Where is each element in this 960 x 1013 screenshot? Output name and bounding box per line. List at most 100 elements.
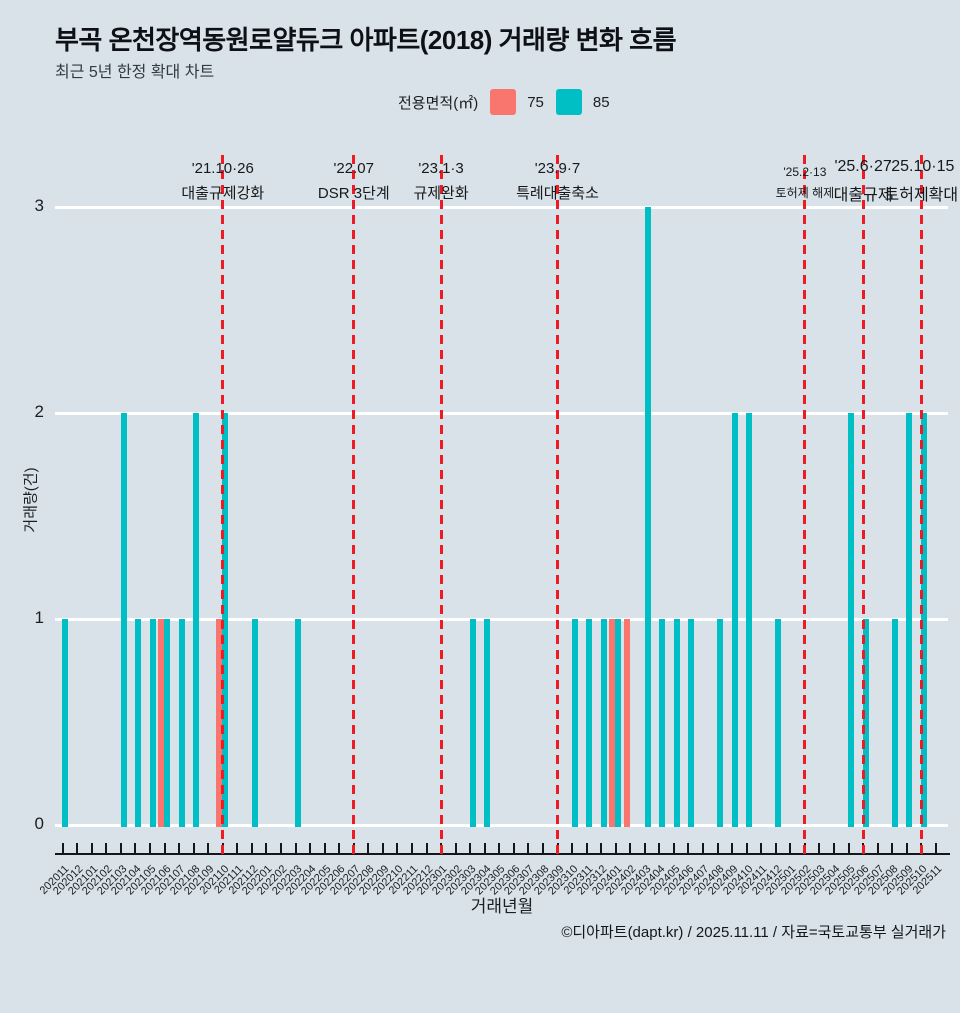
bar-85-202510 (921, 413, 928, 827)
y-tick-label: 3 (34, 196, 44, 215)
event-date: '21.10·26 (191, 160, 254, 177)
event-date: '25.2·13 (783, 165, 827, 179)
x-tick (571, 843, 574, 854)
x-tick (119, 843, 122, 854)
legend-item-75: 75 (490, 89, 544, 115)
bar-85-202405 (673, 619, 680, 827)
bar-85-202203 (295, 619, 302, 827)
event-dashed-line (919, 155, 923, 857)
event-label: 토허제 해제 (775, 186, 835, 200)
legend: 전용면적(㎡) 75 85 (398, 89, 610, 115)
event-dashed-line (556, 155, 559, 857)
bar-85-202509 (906, 413, 913, 827)
bar-chart: 0 1 2 3 202011 202012 202101 202102 202103 202104… (34, 155, 959, 897)
x-tick (265, 843, 268, 854)
x-tick (61, 843, 64, 854)
x-tick (425, 843, 428, 854)
x-tick (207, 843, 210, 854)
event-label: DSR 3단계 (317, 185, 390, 202)
gridline-y3 (55, 205, 948, 209)
x-tick (250, 843, 253, 854)
x-tick (629, 843, 632, 854)
bar-85-202508 (891, 619, 898, 827)
bar-75-202401 (609, 619, 615, 827)
x-tick (745, 843, 748, 854)
x-tick (731, 843, 734, 854)
bar-85-202311 (586, 619, 593, 827)
event-label: 토허제확대 (884, 187, 959, 204)
event-dashed-line (861, 155, 865, 857)
bar-85-202310 (571, 619, 578, 827)
bar-85-202103 (120, 413, 127, 827)
bar-85-202303 (469, 619, 476, 827)
x-tick (643, 843, 646, 854)
x-axis-line (55, 853, 950, 855)
event-date: '22.07 (333, 160, 374, 177)
x-tick (774, 843, 777, 854)
x-tick (454, 843, 457, 854)
x-tick (323, 843, 326, 854)
y-tick-label: 0 (34, 814, 44, 833)
bar-85-202107 (178, 619, 185, 827)
page-subtitle: 최근 5년 한정 확대 차트 (55, 64, 215, 81)
bar-85-202506 (862, 619, 869, 827)
x-tick (338, 843, 341, 854)
legend-title: 전용면적(㎡) (398, 94, 479, 112)
x-tick (833, 843, 835, 854)
x-tick (585, 843, 588, 854)
gridline-y2 (55, 411, 948, 415)
bar-85-202404 (659, 619, 666, 827)
event-date: '23.1·3 (418, 160, 464, 177)
x-tick (236, 843, 239, 854)
event-date: '25.6·27 (834, 158, 892, 175)
event-dashed-line (352, 155, 356, 857)
x-tick (687, 843, 690, 854)
legend-label-75: 75 (527, 93, 544, 111)
x-tick (934, 843, 937, 854)
legend-label-85: 85 (592, 93, 610, 111)
legend-swatch-85 (555, 89, 582, 115)
bar-85-202108 (193, 413, 200, 827)
event-label: 대출규제강화 (181, 185, 265, 202)
x-tick (716, 843, 719, 854)
x-tick (105, 843, 108, 854)
x-tick (658, 843, 661, 854)
bar-85-202408 (717, 619, 724, 827)
x-tick (614, 843, 617, 854)
page-title: 부곡 온천장역동원로얄듀크 아파트(2018) 거래량 변화 흐름 (55, 25, 677, 55)
bar-85-202105 (149, 619, 156, 827)
x-tick (512, 843, 515, 854)
event-dashed-line (221, 155, 225, 857)
x-tick (279, 843, 282, 854)
x-tick (410, 843, 413, 854)
x-tick (672, 843, 675, 854)
bar-85-202110 (222, 413, 229, 827)
x-tick (381, 843, 384, 854)
event-date: '25.10·15 (888, 158, 955, 175)
x-tick (498, 843, 501, 854)
x-tick (527, 843, 530, 854)
event-dashed-line (439, 155, 443, 857)
event-dashed-line (803, 155, 807, 857)
bar-85-202112 (251, 619, 258, 827)
x-tick (847, 843, 850, 854)
bar-85-202409 (731, 413, 738, 827)
footer-credit: ©디아파트(dapt.kr) / 2025.11.11 / 자료=국토교통부 실… (561, 924, 946, 941)
bar-85-202403 (644, 207, 651, 827)
x-tick (483, 843, 486, 854)
bar-85-202412 (775, 619, 782, 827)
x-tick (396, 843, 399, 854)
legend-item-85: 85 (555, 89, 610, 115)
x-tick (702, 843, 705, 854)
x-tick (600, 843, 603, 854)
x-tick (876, 843, 879, 854)
event-date: '23.9·7 (534, 160, 581, 177)
bar-75-202106 (157, 619, 164, 827)
bar-85-202106 (164, 619, 171, 827)
x-tick (818, 843, 821, 854)
x-tick (178, 843, 181, 854)
bar-85-202304 (484, 619, 491, 827)
y-axis-title: 거래량(건) (22, 467, 40, 533)
event-label: 규제완화 (413, 185, 469, 202)
bar-85-202406 (688, 619, 695, 827)
